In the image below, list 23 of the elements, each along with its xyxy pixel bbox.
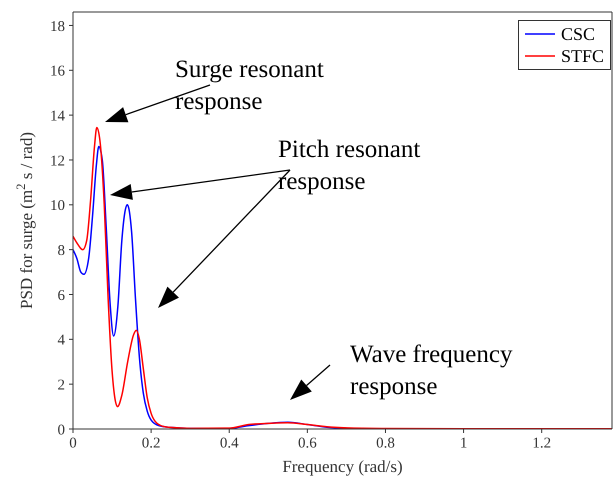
legend-label: CSC	[560, 23, 595, 45]
x-axis-title: Frequency (rad/s)	[282, 457, 403, 476]
y-tick-label: 0	[58, 422, 65, 438]
y-tick-label: 14	[50, 108, 66, 124]
x-tick-label: 0.8	[376, 436, 395, 452]
y-tick-label: 18	[50, 18, 65, 35]
x-tick-label: 0.6	[298, 436, 318, 452]
x-tick-label: 0	[69, 436, 77, 452]
y-tick-label: 4	[58, 332, 66, 349]
annotation: Pitch resonant response	[278, 136, 420, 195]
y-tick-label: 12	[50, 153, 65, 170]
y-tick-label: 10	[50, 198, 65, 214]
x-tick-label: 1	[460, 436, 468, 452]
y-tick-label: 2	[58, 377, 65, 394]
x-tick-label: 0.2	[142, 436, 160, 452]
y-tick-label: 16	[50, 64, 66, 80]
legend-label: STFC	[560, 45, 604, 67]
x-tick-label: 1.2	[532, 436, 552, 452]
x-tick-label: 0.4	[220, 436, 240, 452]
y-tick-label: 6	[58, 288, 66, 304]
annotation: Surge resonant response	[175, 56, 324, 115]
annotation: Wave frequency response	[350, 341, 513, 400]
y-tick-label: 8	[58, 242, 65, 259]
